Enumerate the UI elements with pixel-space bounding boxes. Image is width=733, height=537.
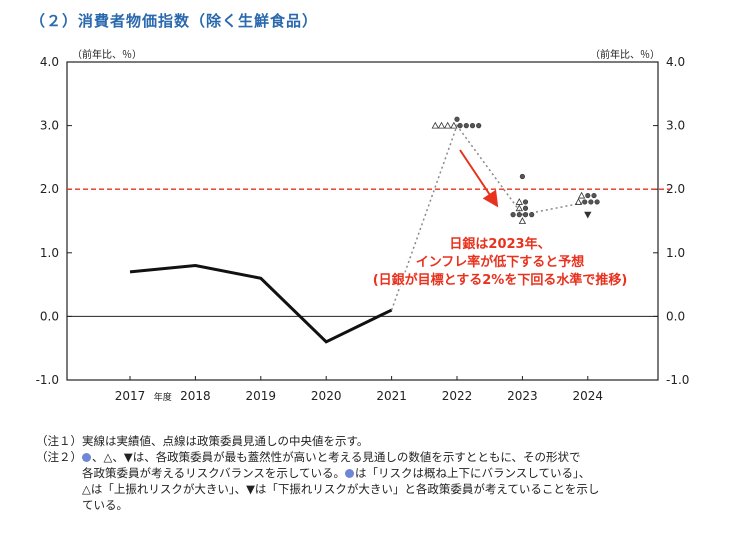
y-tick-label-right: 2.0 [666,182,685,196]
y-tick-label-left: 0.0 [40,309,59,323]
y-tick-label-left: 4.0 [40,55,59,69]
y-tick-label-right: -1.0 [666,373,689,387]
risk-balanced-marker [454,116,460,122]
x-tick-label: 2019 [246,389,277,403]
risk-balanced-marker [591,192,597,199]
x-tick-label: 2024 [573,389,604,403]
y-tick-label-right: 1.0 [666,246,685,260]
right-axis-unit: （前年比、％） [590,50,660,61]
y-tick-label-right: 0.0 [666,309,685,323]
y-tick-label-left: 3.0 [40,119,59,133]
risk-balanced-marker [594,199,600,205]
risk-balanced-marker [469,122,476,129]
y-tick-label-right: 4.0 [666,55,685,69]
left-axis-unit: （前年比、％） [72,50,142,61]
note-2-body: 、△、▼は、各政策委員が最も蓋然性が高いと考える見通しの数値を示すとともに、その… [82,449,716,513]
note-2-line-2-text: 各政策委員が考えるリスクバランスを示している。 [82,466,346,480]
upside-risk-marker [577,191,586,199]
risk-balanced-marker [529,212,535,218]
note-2-line-2b-text: は「リスクは概ね上下にバランスしている」、 [355,466,591,480]
risk-balanced-marker [457,122,463,129]
x-tick-label: 2018 [180,389,211,403]
x-tick-label: 2020 [311,389,342,403]
annotation-text-line: 日銀は2023年、 [449,236,550,252]
risk-balanced-marker [510,212,516,218]
annotation-text-line: インフレ率が低下すると予想 [416,254,585,270]
risk-balanced-marker [519,173,526,180]
risk-balanced-marker [463,122,469,129]
projection-median-line [390,124,588,311]
upside-risk-marker [518,217,527,224]
blue-circle-icon [345,469,355,478]
upside-risk-marker [437,121,446,129]
annotation-arrow [459,149,499,208]
note-1-tag: （注１） [36,434,82,448]
note-2-tag: （注２） [36,450,82,464]
note-2-line-1: 、△、▼は、各政策委員が最も蓋然性が高いと考える見通しの数値を示すとともに、その… [82,449,716,465]
risk-balanced-marker [522,199,529,205]
risk-balanced-marker [522,212,529,218]
risk-balanced-marker [522,205,529,211]
risk-balanced-marker [582,199,588,205]
y-tick-label-left: -1.0 [36,373,59,387]
note-2-line-3: △は「上振れリスクが大きい」、▼は「下振れリスクが大きい」と各政策委員が考えてい… [82,482,600,496]
upside-risk-marker [450,121,458,129]
y-tick-label-left: 1.0 [40,246,59,260]
note-2-line-1-text: 、△、▼は、各政策委員が最も蓋然性が高いと考える見通しの数値を示すとともに、その… [92,450,581,464]
risk-balanced-marker [476,122,482,129]
upside-risk-marker [431,121,439,129]
plot-frame [66,61,659,381]
actual-line [129,264,393,344]
upside-risk-marker [574,198,583,205]
note-1: （注１） 実線は実績値、点線は政策委員見通しの中央値を示す。 [36,433,716,449]
upside-risk-marker [515,204,523,212]
page-title: （２）消費者物価指数（除く生鮮食品） [30,12,319,30]
x-tick-label: 2021 [376,389,407,403]
note-2-line-2: 各政策委員が考えるリスクバランスを示している。 は「リスクは概ね上下にバランスして… [82,465,716,481]
x-tick-label: 2017 [115,389,146,403]
upside-risk-marker [515,198,523,205]
y-tick-label-right: 3.0 [666,119,685,133]
fiscal-year-label: 年度 [154,391,172,403]
x-tick-label: 2022 [442,389,473,403]
annotation-text-line: (日銀が目標とする2%を下回る水準で推移) [373,272,628,288]
risk-balanced-marker [585,192,591,199]
y-tick-label-left: 2.0 [40,182,59,196]
notes: （注１） 実線は実績値、点線は政策委員見通しの中央値を示す。 （注２） 、△、▼… [36,433,716,513]
upside-risk-marker [444,121,452,129]
cpi-chart: 4.0 4.0 3.0 3.0 2.0 2.0 1.0 1.0 0.0 0.0 -1.0 -1.0 20… [36,55,690,403]
risk-balanced-marker [516,212,522,218]
blue-circle-icon [82,453,91,462]
note-2: （注２） 、△、▼は、各政策委員が最も蓋然性が高いと考える見通しの数値を示すとと… [36,449,716,513]
downside-risk-marker [584,211,592,219]
note-2-line-4: ている。 [82,498,128,512]
x-tick-label: 2023 [507,389,538,403]
note-1-text: 実線は実績値、点線は政策委員見通しの中央値を示す。 [82,434,369,448]
risk-balanced-marker [588,199,594,205]
